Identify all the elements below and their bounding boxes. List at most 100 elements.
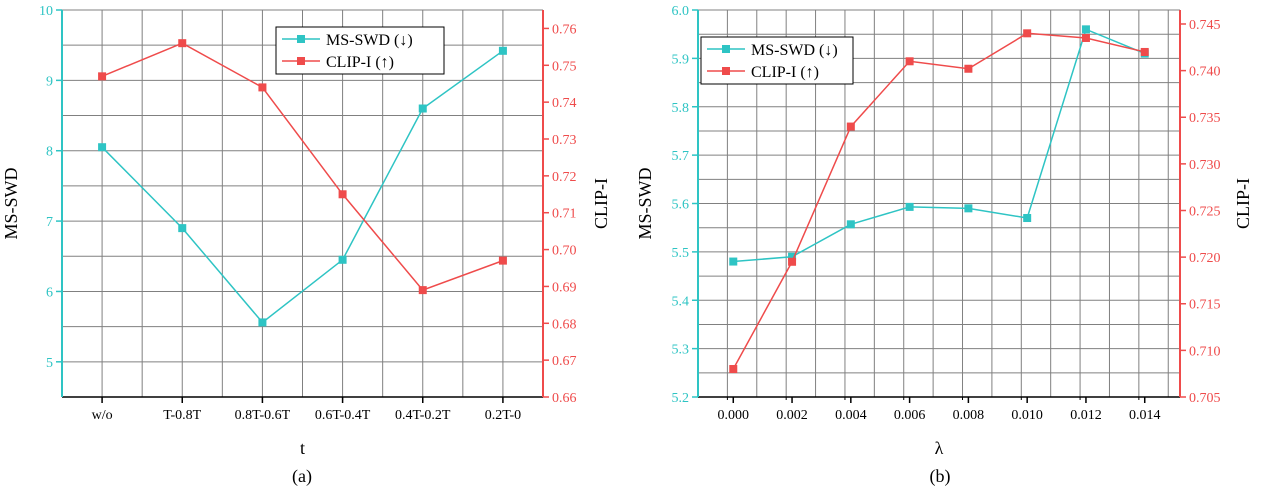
right-y-tick-label: 0.730 xyxy=(1189,158,1221,173)
right-y-tick-label: 0.705 xyxy=(1189,391,1221,406)
series-ms-swd xyxy=(98,46,507,327)
right-y-tick-label: 0.72 xyxy=(552,170,577,185)
series-line xyxy=(733,28,1146,263)
data-point xyxy=(964,204,973,213)
x-tick-label: 0.014 xyxy=(1129,408,1161,423)
data-point xyxy=(258,318,267,327)
left-y-tick-label: 5 xyxy=(46,356,53,371)
data-point xyxy=(338,190,347,199)
data-point xyxy=(905,57,914,66)
right-y-tick-label: 0.715 xyxy=(1189,298,1221,313)
x-tick-label: 0.002 xyxy=(776,408,808,423)
data-point xyxy=(964,64,973,73)
x-tick-label: 0.6T-0.4T xyxy=(315,408,371,423)
data-point xyxy=(846,220,855,229)
data-point xyxy=(1081,33,1090,42)
right-y-tick-label: 0.68 xyxy=(552,317,577,332)
data-point xyxy=(178,224,187,233)
right-y-tick-label: 0.74 xyxy=(552,96,577,111)
right-y-tick-label: 0.76 xyxy=(552,22,577,37)
x-tick-label: 0.006 xyxy=(894,408,926,423)
right-y-tick-label: 0.75 xyxy=(552,59,577,74)
data-point xyxy=(1023,29,1032,38)
x-tick-label: 0.8T-0.6T xyxy=(235,408,291,423)
legend-box xyxy=(275,26,445,75)
right-y-tick-label: 0.66 xyxy=(552,391,577,406)
data-point xyxy=(98,143,107,152)
x-tick-label: T-0.8T xyxy=(163,408,201,423)
data-point xyxy=(729,257,738,266)
series-line xyxy=(101,42,504,292)
data-point xyxy=(258,83,267,92)
right-y-tick-label: 0.67 xyxy=(552,354,577,369)
right-y-axis-title: CLIP-I xyxy=(1233,178,1253,229)
left-y-tick-label: 5.5 xyxy=(672,246,690,261)
left-y-tick-label: 5.7 xyxy=(672,149,690,164)
x-tick-label: 0.000 xyxy=(718,408,750,423)
data-point xyxy=(418,286,427,295)
legend-swatch-marker xyxy=(722,45,730,53)
data-point xyxy=(788,252,797,261)
right-y-tick-label: 0.735 xyxy=(1189,111,1221,126)
legend-swatch-marker xyxy=(297,35,305,43)
legend-swatch-marker xyxy=(297,57,305,65)
data-point xyxy=(905,202,914,211)
legend-label: CLIP-I (↑) xyxy=(326,54,394,71)
left-y-tick-label: 5.6 xyxy=(672,198,690,213)
left-y-tick-label: 7 xyxy=(46,215,53,230)
right-y-tick-label: 0.710 xyxy=(1189,344,1221,359)
x-tick-label: 0.004 xyxy=(835,408,867,423)
x-tick-label: w/o xyxy=(92,408,113,423)
x-tick-label: 0.2T-0 xyxy=(485,408,521,423)
right-y-tick-label: 0.720 xyxy=(1189,251,1221,266)
x-axis-title: λ xyxy=(935,438,944,458)
series-line xyxy=(732,32,1145,370)
x-tick-label: 0.008 xyxy=(953,408,985,423)
panel-label: (a) xyxy=(292,466,312,487)
right-y-tick-label: 0.740 xyxy=(1189,65,1221,80)
data-point xyxy=(1140,47,1149,56)
left-y-tick-label: 8 xyxy=(46,145,53,160)
legend-box xyxy=(700,36,854,85)
series-clip-i xyxy=(98,39,507,295)
data-point xyxy=(178,39,187,48)
data-point xyxy=(1081,25,1090,34)
right-y-tick-label: 0.71 xyxy=(552,207,577,222)
x-tick-label: 0.010 xyxy=(1011,408,1043,423)
left-y-tick-label: 6 xyxy=(46,285,53,300)
left-y-tick-label: 9 xyxy=(46,74,53,89)
right-y-axis-title: CLIP-I xyxy=(591,178,611,229)
series-line xyxy=(101,50,504,324)
legend-label: MS-SWD (↓) xyxy=(326,32,413,49)
left-y-tick-label: 5.3 xyxy=(672,343,690,358)
panel-label: (b) xyxy=(930,466,951,487)
data-point xyxy=(1023,214,1032,223)
x-tick-label: 0.4T-0.2T xyxy=(395,408,451,423)
data-point xyxy=(498,256,507,265)
chart-panel-2: 0.000 0.002 0.004 0.006 0.008 0.010 0.012 0.014… xyxy=(635,4,1253,487)
data-point xyxy=(729,365,738,374)
data-point xyxy=(788,257,797,266)
left-y-tick-label: 10 xyxy=(39,4,53,19)
left-y-tick-label: 5.8 xyxy=(672,101,690,116)
left-y-tick-label: 5.4 xyxy=(672,294,690,309)
data-point xyxy=(846,122,855,131)
left-y-tick-label: 6.0 xyxy=(672,4,690,19)
left-y-axis-title: MS-SWD xyxy=(635,167,655,239)
legend: MS-SWD (↓) CLIP-I (↑) xyxy=(700,36,854,85)
series-clip-i xyxy=(729,29,1149,374)
data-point xyxy=(338,255,347,264)
data-point xyxy=(98,72,107,81)
x-axis-title: t xyxy=(300,438,305,458)
data-point xyxy=(418,104,427,113)
legend-label: CLIP-I (↑) xyxy=(751,64,819,81)
legend-swatch-marker xyxy=(722,67,730,75)
left-y-axis-title: MS-SWD xyxy=(1,167,21,239)
x-tick-label: 0.012 xyxy=(1070,408,1102,423)
legend-label: MS-SWD (↓) xyxy=(751,42,838,59)
left-y-tick-label: 5.9 xyxy=(672,52,690,67)
legend: MS-SWD (↓) CLIP-I (↑) xyxy=(275,26,445,75)
right-y-tick-label: 0.69 xyxy=(552,280,577,295)
right-y-tick-label: 0.73 xyxy=(552,133,577,148)
